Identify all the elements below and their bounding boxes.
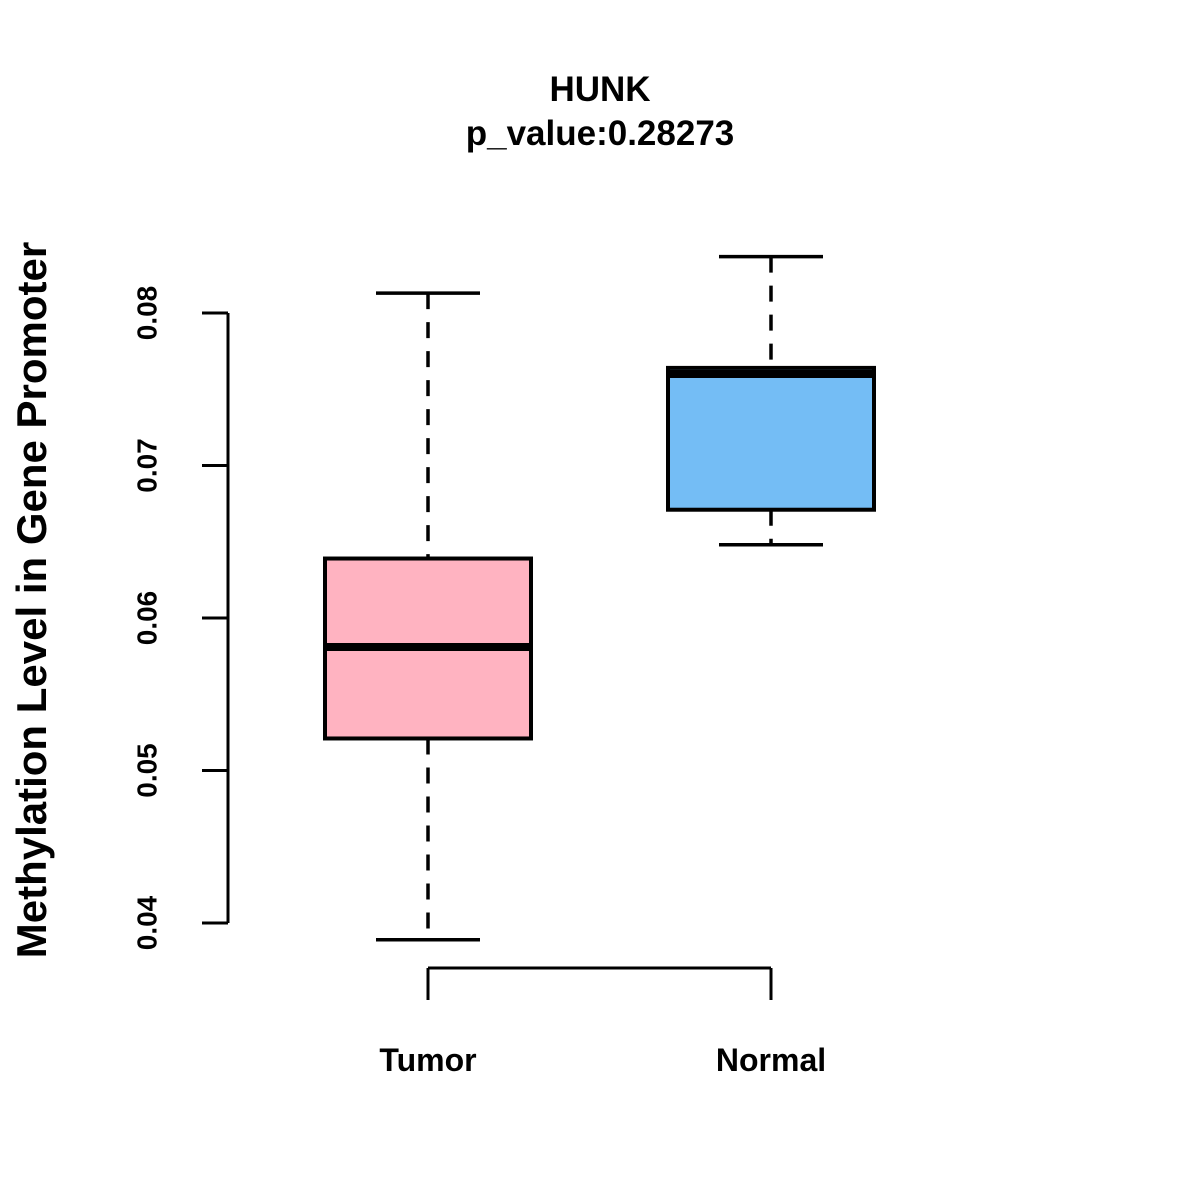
- y-tick-label: 0.08: [132, 286, 163, 341]
- x-label-normal: Normal: [715, 1042, 827, 1078]
- y-tick-label: 0.05: [132, 743, 163, 798]
- chart-title: HUNK: [549, 70, 651, 109]
- x-label-tumor: Tumor: [379, 1042, 477, 1078]
- y-axis-label: Methylation Level in Gene Promoter: [8, 241, 55, 959]
- y-tick-label: 0.04: [132, 895, 163, 950]
- y-tick-label: 0.06: [132, 591, 163, 646]
- iqr-box-normal: [666, 365, 876, 512]
- chart-subtitle: p_value:0.28273: [465, 114, 735, 153]
- y-tick-label: 0.07: [132, 438, 163, 493]
